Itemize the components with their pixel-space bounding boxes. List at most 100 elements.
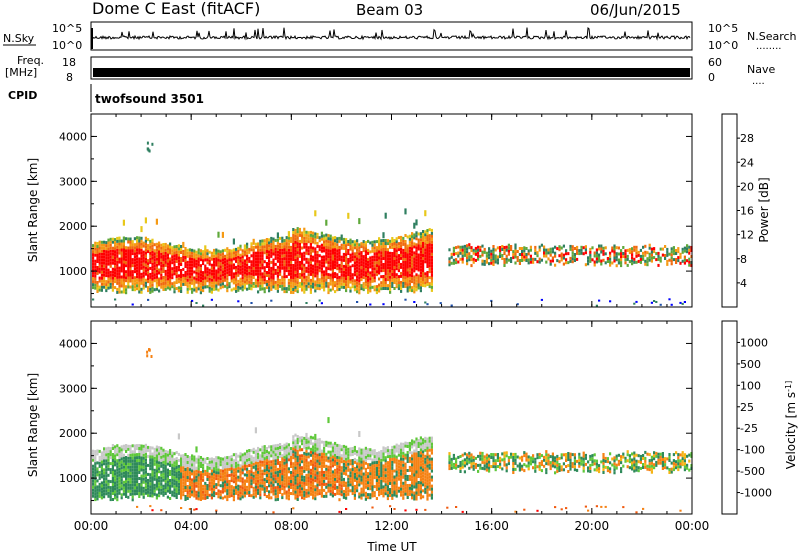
data-cell xyxy=(360,242,363,246)
data-cell xyxy=(166,462,169,466)
data-cell xyxy=(584,245,587,249)
data-cell xyxy=(210,457,213,461)
data-cell xyxy=(272,282,275,286)
data-cell xyxy=(180,290,183,293)
data-cell xyxy=(292,288,295,291)
data-cell xyxy=(600,244,603,248)
data-cell xyxy=(345,451,348,455)
data-cell xyxy=(191,257,194,261)
data-cell xyxy=(353,475,356,479)
data-cell xyxy=(210,263,213,267)
data-cell xyxy=(188,495,191,499)
data-cell xyxy=(239,256,242,260)
data-cell xyxy=(360,454,363,458)
data-cell xyxy=(419,250,422,254)
data-cell xyxy=(103,447,106,451)
data-cell xyxy=(114,298,117,301)
data-cell xyxy=(307,231,310,235)
data-cell xyxy=(232,248,235,252)
data-cell xyxy=(309,233,312,237)
data-cell xyxy=(393,257,396,260)
data-cell xyxy=(677,256,680,260)
data-cell xyxy=(314,449,317,453)
data-cell xyxy=(342,252,345,256)
data-cell xyxy=(380,260,383,264)
data-cell xyxy=(127,267,130,271)
data-cell xyxy=(230,458,233,462)
data-cell xyxy=(105,283,108,287)
data-cell xyxy=(406,244,409,248)
data-cell xyxy=(136,281,139,285)
data-cell xyxy=(353,264,356,268)
data-cell xyxy=(334,462,337,466)
data-cell xyxy=(342,444,345,448)
data-cell xyxy=(404,255,407,258)
data-cell xyxy=(254,281,257,285)
data-cell xyxy=(140,447,143,451)
data-cell xyxy=(202,256,205,260)
data-cell xyxy=(122,251,125,255)
data-cell xyxy=(301,472,304,476)
data-cell xyxy=(138,459,141,462)
data-cell xyxy=(265,477,268,480)
data-cell xyxy=(270,281,273,285)
data-cell xyxy=(406,235,409,239)
data-cell xyxy=(316,459,319,463)
data-cell xyxy=(169,272,172,276)
data-cell xyxy=(144,263,147,267)
data-cell xyxy=(162,267,165,270)
data-cell xyxy=(149,452,152,456)
data-cell xyxy=(316,489,319,493)
data-cell xyxy=(468,252,471,256)
data-cell xyxy=(96,272,99,275)
data-cell xyxy=(296,468,299,471)
data-cell xyxy=(283,464,286,468)
data-cell xyxy=(155,275,158,279)
data-cell xyxy=(360,493,363,497)
data-cell xyxy=(92,280,95,284)
data-cell xyxy=(411,271,414,275)
data-cell xyxy=(285,490,288,494)
data-cell xyxy=(129,456,132,460)
data-cell xyxy=(397,248,400,252)
data-cell xyxy=(177,485,180,489)
data-cell xyxy=(400,274,403,278)
data-cell xyxy=(296,227,299,231)
data-cell xyxy=(136,453,139,457)
data-cell xyxy=(565,252,568,256)
data-cell xyxy=(611,246,614,250)
data-cell xyxy=(279,281,282,285)
data-cell xyxy=(342,240,345,244)
data-cell xyxy=(424,281,427,285)
data-cell xyxy=(512,256,515,260)
data-cell xyxy=(279,284,282,288)
data-cell xyxy=(219,469,222,473)
data-cell xyxy=(314,268,317,272)
data-cell xyxy=(364,280,367,284)
data-cell xyxy=(107,286,110,290)
data-cell xyxy=(237,469,240,473)
data-cell xyxy=(369,250,372,254)
data-cell xyxy=(373,285,376,289)
data-cell xyxy=(624,249,627,253)
data-cell xyxy=(257,281,260,285)
data-cell xyxy=(116,260,119,264)
data-cell xyxy=(114,274,117,278)
data-cell xyxy=(279,251,282,255)
data-cell xyxy=(103,279,106,283)
data-cell xyxy=(292,456,295,460)
data-cell xyxy=(195,253,198,257)
data-cell xyxy=(320,261,323,265)
data-cell xyxy=(184,283,187,286)
data-cell xyxy=(140,474,143,478)
data-cell xyxy=(127,261,130,265)
data-cell xyxy=(160,455,163,459)
data-cell xyxy=(92,473,95,477)
data-cell xyxy=(142,253,145,257)
data-cell xyxy=(303,278,306,282)
data-cell xyxy=(197,278,200,282)
data-cell xyxy=(648,258,651,262)
data-cell xyxy=(122,275,125,279)
data-cell xyxy=(312,481,315,485)
data-cell xyxy=(257,470,260,474)
